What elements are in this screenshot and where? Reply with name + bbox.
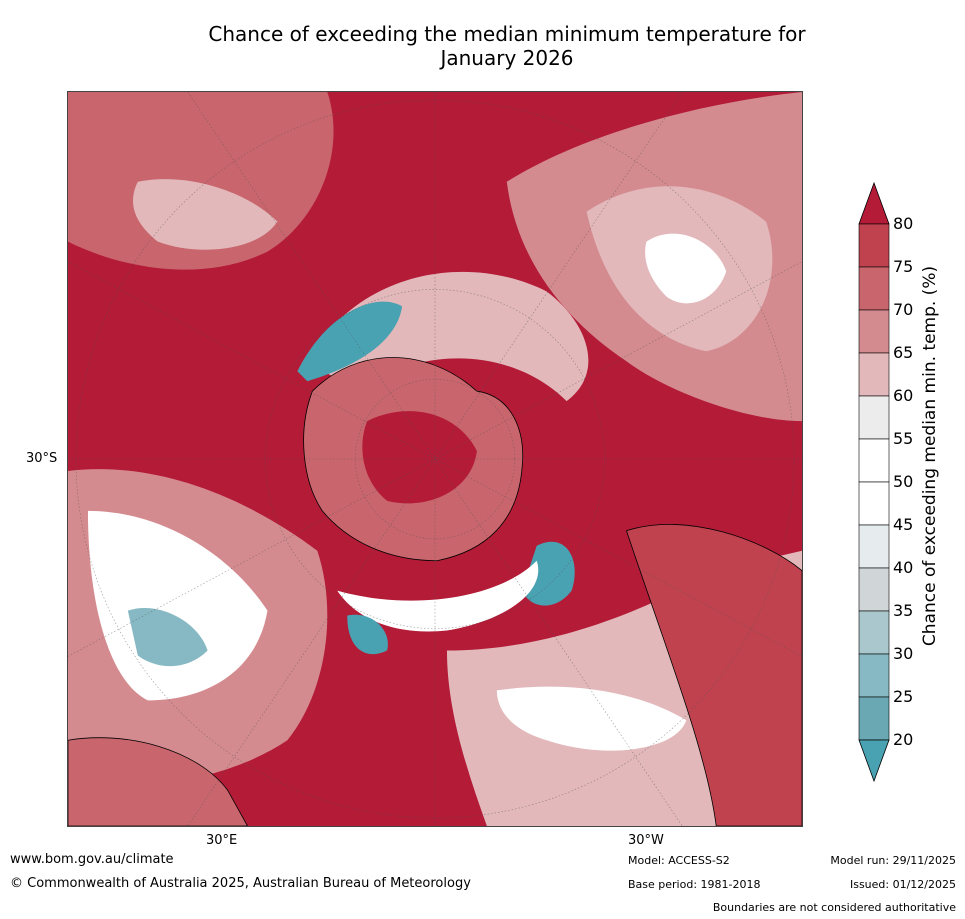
cool-region-ross <box>521 541 575 606</box>
footer-model: Model: ACCESS-S2 <box>628 854 730 867</box>
antarctica-core <box>362 411 477 504</box>
anomaly-region-north-west-inner <box>132 179 278 250</box>
colorbar-tick-label: 30 <box>893 644 914 663</box>
colorbar-tick-label: 65 <box>893 343 914 362</box>
map-title: Chance of exceeding the median minimum t… <box>67 22 947 70</box>
colorbar-band <box>858 352 890 397</box>
colorbar-tick-label: 75 <box>893 257 914 276</box>
colorbar-tick-label: 40 <box>893 558 914 577</box>
colorbar-tick-label: 20 <box>893 730 914 749</box>
colorbar-tick-label: 35 <box>893 601 914 620</box>
cool-region-south <box>347 614 388 655</box>
colorbar-tick-label: 45 <box>893 515 914 534</box>
colorbar-band <box>858 223 890 268</box>
footer-model-run: Model run: 29/11/2025 <box>830 854 956 867</box>
colorbar-tick-label: 70 <box>893 300 914 319</box>
colorbar-tick-label: 50 <box>893 472 914 491</box>
colorbar-band <box>858 481 890 526</box>
polar-map <box>67 91 803 827</box>
colorbar-band <box>858 309 890 354</box>
colorbar-band <box>858 266 890 311</box>
colorbar-band <box>858 438 890 483</box>
colorbar-band <box>858 524 890 569</box>
africa-land <box>68 737 248 826</box>
cool-region-weddell <box>297 301 403 382</box>
graticule <box>68 92 802 826</box>
colorbar-band <box>858 395 890 440</box>
latitude-label: 30°S <box>26 451 58 466</box>
cool-region-south-west <box>127 607 208 667</box>
colorbar-cap-bottom <box>858 739 890 782</box>
colorbar-cap-top <box>858 182 890 225</box>
colorbar <box>858 182 890 782</box>
title-line-1: Chance of exceeding the median minimum t… <box>208 22 806 46</box>
title-line-2: January 2026 <box>440 46 574 70</box>
footer-base-period: Base period: 1981-2018 <box>628 878 761 891</box>
longitude-label-east: 30°E <box>206 833 238 848</box>
colorbar-tick-label: 80 <box>893 214 914 233</box>
footer-issued: Issued: 01/12/2025 <box>849 878 956 891</box>
colorbar-label-text: Chance of exceeding median min. temp. (%… <box>920 265 940 647</box>
footer-disclaimer: Boundaries are not considered authoritat… <box>712 901 956 914</box>
colorbar-band <box>858 610 890 655</box>
colorbar-tick-label: 25 <box>893 687 914 706</box>
footer-copyright: © Commonwealth of Australia 2025, Austra… <box>10 876 471 891</box>
colorbar-tick-label: 55 <box>893 429 914 448</box>
longitude-label-west: 30°W <box>628 833 664 848</box>
south-america-land <box>625 523 802 826</box>
anomaly-region-south-east-inner <box>496 686 687 751</box>
colorbar-tick-label: 60 <box>893 386 914 405</box>
colorbar-band <box>858 696 890 741</box>
footer-url: www.bom.gov.au/climate <box>10 852 174 867</box>
anomaly-region-north-east-core <box>645 233 727 304</box>
colorbar-band <box>858 653 890 698</box>
neutral-band-south <box>337 560 539 632</box>
colorbar-band <box>858 567 890 612</box>
